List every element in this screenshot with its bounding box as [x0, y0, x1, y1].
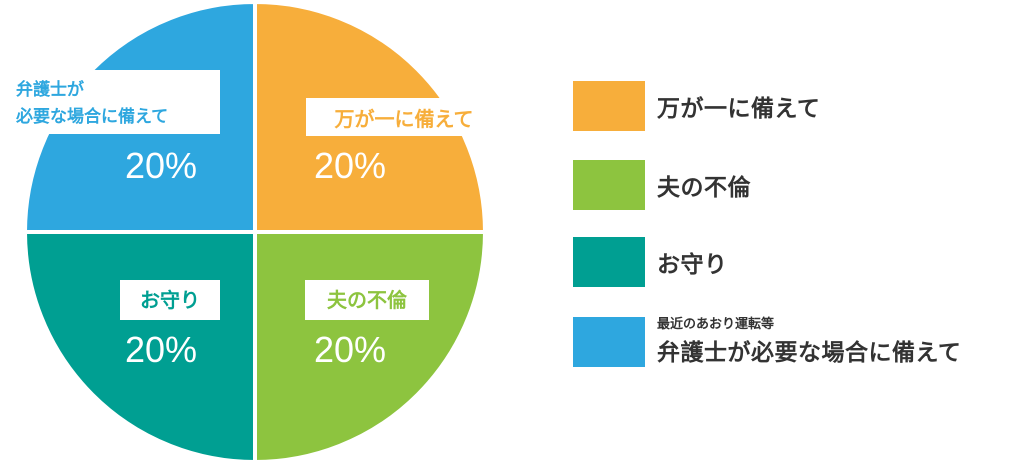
slice-label-box-lawyer: [4, 70, 220, 134]
slice-label-box-emergency: [306, 98, 502, 136]
legend-label-charm: お守り: [657, 252, 728, 278]
slice-percent-lawyer: 20%: [125, 145, 197, 186]
slice-label-box-charm: [120, 280, 220, 320]
slice-label-lawyer-line-1: 弁護士が: [16, 79, 84, 100]
legend-item-emergency: 万が一に備えて: [573, 81, 820, 131]
slice-label-charm: お守り: [140, 288, 200, 312]
legend-item-charm: お守り: [573, 237, 728, 287]
legend-swatch-teal: [573, 237, 645, 287]
legend: 万が一に備えて 夫の不倫 お守り 最近のあおり運転等 弁護士が必要な場合に備えて: [573, 0, 1013, 464]
legend-swatch-orange: [573, 81, 645, 131]
slice-label-emergency: 万が一に備えて: [334, 107, 474, 131]
legend-prefix-road-rage: 最近のあおり運転等: [657, 317, 775, 332]
slice-percent-affair: 20%: [314, 329, 386, 370]
legend-label-affair: 夫の不倫: [657, 175, 751, 201]
slice-label-box-affair: [305, 280, 429, 320]
pie-chart: 万が一に備えて 20% 夫の不倫 20% お守り 20% 弁護士が必要な場合に備えて 20%: [4, 2, 502, 462]
slice-label-lawyer-line-2: 必要な場合に備えて: [15, 106, 168, 127]
legend-swatch-blue: [573, 317, 645, 367]
slice-percent-charm: 20%: [125, 329, 197, 370]
slice-label-affair: 夫の不倫: [327, 288, 408, 312]
legend-text-lawyer: 最近のあおり運転等 弁護士が必要な場合に備えて: [657, 317, 961, 367]
legend-item-lawyer: 最近のあおり運転等 弁護士が必要な場合に備えて: [573, 317, 961, 367]
slice-percent-emergency: 20%: [314, 145, 386, 186]
legend-label-lawyer: 弁護士が必要な場合に備えて: [657, 340, 962, 366]
legend-label-emergency: 万が一に備えて: [657, 96, 821, 122]
legend-item-affair: 夫の不倫: [573, 160, 751, 210]
legend-swatch-green: [573, 160, 645, 210]
